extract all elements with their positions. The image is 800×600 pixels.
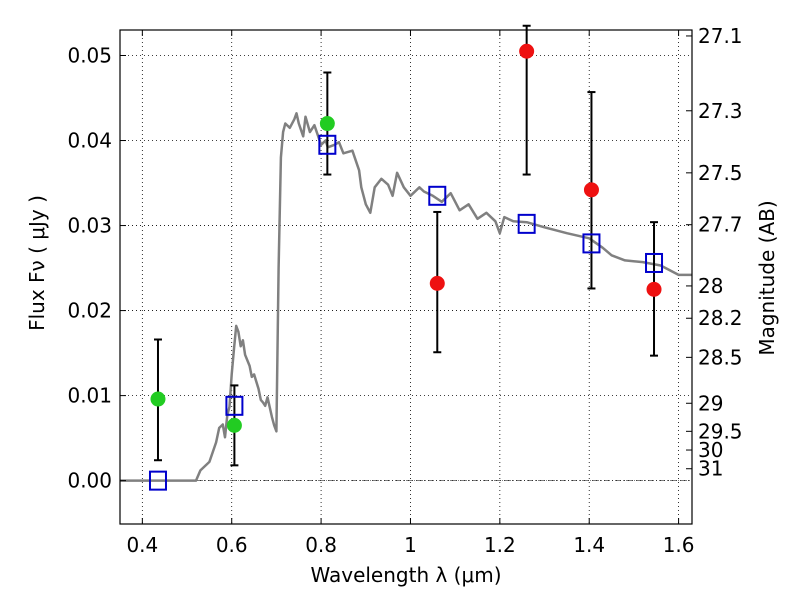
model-photometry-square [582, 233, 601, 254]
x-tick-label: 0.8 [305, 533, 337, 557]
right-tick-label: 30 [698, 438, 723, 462]
right-tick-label: 27.1 [698, 24, 743, 48]
y-tick-label: 0.00 [67, 469, 112, 493]
observed-green-point [319, 116, 335, 132]
right-tick-label: 27.5 [698, 161, 743, 185]
y-tick-label: 0.02 [67, 299, 112, 323]
observed-red-point [583, 182, 599, 198]
right-tick-label: 28.5 [698, 345, 743, 369]
right-tick-label: 29 [698, 391, 723, 415]
model-photometry-square [318, 134, 337, 155]
right-tick-label: 28 [698, 274, 723, 298]
y-axis-label: Flux Fν ( μJy ) [25, 195, 49, 331]
y-tick-label: 0.05 [67, 44, 112, 68]
x-tick-label: 0.4 [126, 533, 158, 557]
model-photometry-square [517, 213, 536, 234]
right-tick-label: 27.7 [698, 213, 743, 237]
right-axis-label: Magnitude (AB) [755, 200, 779, 355]
y-axis-ticks: 0.00 0.01 0.02 0.03 0.04 0.05 [67, 44, 126, 493]
right-tick-label: 28.2 [698, 306, 743, 330]
model-photometry-square [428, 185, 447, 206]
observed-green-point [226, 417, 242, 433]
y-tick-label: 0.03 [67, 214, 112, 238]
model-sed-line [120, 112, 692, 482]
x-tick-label: 0.6 [216, 533, 248, 557]
x-tick-label: 1.2 [484, 533, 516, 557]
model-sed [120, 112, 692, 482]
observed-red-point [646, 281, 662, 297]
y-tick-label: 0.01 [67, 384, 112, 408]
model-photometry-square [225, 395, 244, 416]
grid-lines [120, 30, 692, 524]
right-tick-label: 27.3 [698, 99, 743, 123]
observed-red-point [519, 43, 535, 59]
right-tick-label: 31 [698, 457, 723, 481]
observed-green-point [150, 391, 166, 407]
model-photometry-square [148, 470, 167, 491]
x-tick-label: 1 [404, 533, 417, 557]
observed-red-point [429, 275, 445, 291]
plot-frame [119, 29, 693, 525]
x-axis-label: Wavelength λ (μm) [310, 563, 501, 587]
x-tick-label: 1.4 [573, 533, 605, 557]
data-markers [148, 43, 664, 491]
right-tick-label: 29.5 [698, 419, 743, 443]
model-photometry-square [645, 252, 664, 273]
x-axis-ticks: 0.4 0.6 0.8 1 1.2 1.4 1.6 [126, 30, 695, 557]
y-tick-label: 0.04 [67, 129, 112, 153]
x-tick-label: 1.6 [663, 533, 695, 557]
